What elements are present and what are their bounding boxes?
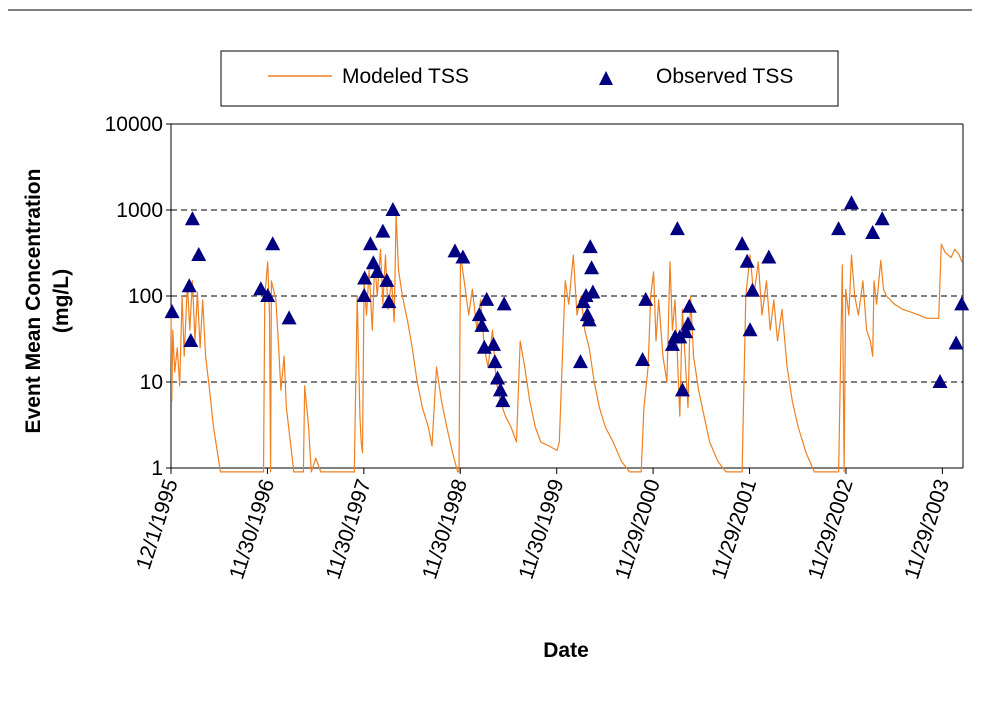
series-observed-tss	[164, 195, 970, 408]
y-axis-title-line-2: (mg/L)	[50, 269, 73, 333]
series-modeled-tss	[170, 213, 963, 473]
observed-tss-point-37	[585, 284, 601, 299]
observed-tss-point-32	[578, 288, 594, 302]
observed-tss-point-38	[635, 352, 651, 367]
observed-tss-point-47	[681, 298, 697, 313]
x-axis-title: Date	[543, 639, 589, 662]
y-tick-label-100: 100	[128, 285, 163, 308]
observed-tss-point-10	[357, 270, 373, 285]
x-tick-label-4: 11/30/1999	[515, 476, 569, 582]
observed-tss-point-0	[164, 304, 180, 319]
x-tick-label-3: 11/30/1998	[418, 476, 472, 582]
observed-tss-point-3	[184, 211, 200, 226]
observed-tss-point-20	[471, 307, 487, 322]
legend-observed-label: Observed TSS	[656, 65, 793, 88]
observed-tss-point-16	[381, 294, 397, 309]
observed-tss-point-58	[948, 335, 964, 350]
y-tick-label-1000: 1000	[116, 199, 163, 222]
observed-tss-point-51	[744, 282, 760, 297]
observed-tss-point-59	[954, 296, 970, 311]
observed-tss-point-55	[865, 225, 881, 240]
y-axis-title-line-1: Event Mean Concentration	[22, 169, 45, 434]
observed-tss-point-18	[447, 243, 463, 258]
legend-observed-swatch	[599, 71, 613, 85]
x-tick-label-8: 11/29/2003	[900, 476, 954, 582]
observed-tss-point-9	[356, 288, 372, 302]
observed-tss-point-4	[191, 246, 207, 261]
plot-area: 1 10 100 1000 10000 12/1/1995 11/30/1996 11/30…	[105, 113, 970, 582]
observed-tss-point-6	[260, 288, 276, 302]
x-tick-labels: 12/1/1995 11/30/1996 11/30/1997 11/30/1998 1…	[132, 476, 954, 582]
observed-tss-point-21	[474, 317, 490, 332]
observed-tss-point-25	[487, 354, 503, 369]
observed-tss-point-42	[669, 221, 685, 236]
observed-tss-point-24	[486, 336, 502, 351]
y-tick-label-10000: 10000	[105, 113, 163, 136]
grid-lines	[171, 123, 963, 383]
observed-tss-point-2	[183, 332, 199, 347]
observed-tss-point-7	[265, 236, 281, 251]
observed-tss-point-52	[761, 249, 777, 264]
y-tick-label-1: 1	[151, 457, 163, 480]
y-tick-label-10: 10	[140, 371, 163, 394]
observed-tss-point-46	[680, 316, 696, 331]
observed-tss-point-49	[739, 253, 755, 268]
legend-box	[220, 50, 839, 107]
observed-tss-point-15	[379, 272, 395, 287]
observed-tss-point-28	[495, 393, 511, 408]
observed-tss-point-11	[362, 236, 378, 251]
x-tick-label-6: 11/29/2001	[707, 476, 761, 582]
observed-tss-point-19	[455, 249, 471, 264]
observed-tss-point-13	[369, 264, 385, 279]
observed-tss-point-5	[253, 281, 269, 296]
x-tick-label-5: 11/29/2000	[611, 476, 665, 582]
y-axis-title: Event Mean Concentration (mg/L)	[22, 169, 73, 434]
modeled-tss-line	[170, 213, 963, 473]
observed-tss-point-36	[584, 260, 600, 275]
observed-tss-point-35	[582, 239, 598, 254]
observed-tss-point-50	[742, 322, 758, 337]
observed-tss-point-17	[385, 202, 401, 216]
x-tick-label-0: 12/1/1995	[132, 476, 183, 572]
x-tick-label-7: 11/29/2002	[804, 476, 858, 582]
observed-tss-point-23	[479, 291, 495, 306]
x-tick-label-1: 11/30/1996	[225, 476, 279, 582]
observed-tss-point-27	[492, 382, 508, 397]
observed-tss-point-53	[831, 221, 847, 236]
observed-tss-point-44	[674, 382, 690, 397]
observed-tss-point-14	[375, 223, 391, 238]
observed-tss-point-57	[932, 374, 948, 388]
observed-tss-point-8	[281, 310, 297, 325]
observed-tss-point-39	[638, 291, 654, 306]
x-tick-label-2: 11/30/1997	[322, 476, 376, 582]
observed-tss-point-45	[678, 324, 694, 339]
observed-tss-point-1	[181, 278, 197, 293]
observed-tss-point-54	[844, 195, 860, 210]
observed-tss-point-34	[581, 312, 597, 327]
observed-tss-point-30	[572, 354, 588, 369]
observed-tss-point-26	[490, 370, 506, 385]
legend-modeled-label: Modeled TSS	[342, 65, 469, 88]
observed-tss-point-29	[496, 296, 512, 311]
observed-tss-point-40	[664, 336, 680, 351]
observed-tss-point-56	[874, 211, 890, 226]
observed-tss-point-48	[734, 236, 750, 251]
legend: Modeled TSS Observed TSS	[220, 50, 839, 107]
y-tick-labels: 1 10 100 1000 10000	[105, 113, 163, 480]
